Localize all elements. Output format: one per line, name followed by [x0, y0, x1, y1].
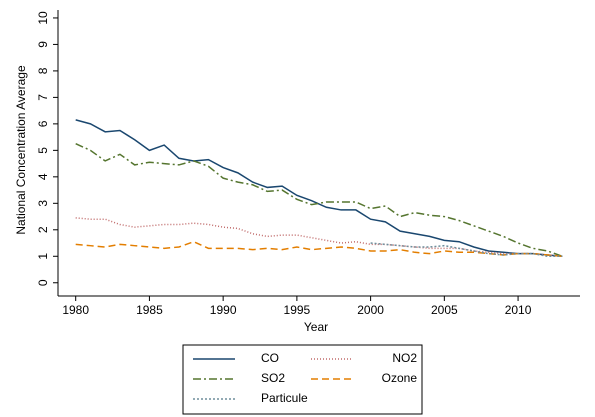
- y-tick-label: 10: [36, 11, 50, 25]
- x-tick-label: 2005: [431, 303, 458, 317]
- legend-label: CO: [261, 351, 279, 365]
- x-tick-label: 1985: [136, 303, 163, 317]
- y-tick-label: 1: [36, 253, 50, 260]
- y-tick-label: 4: [36, 173, 50, 180]
- legend-label: Ozone: [382, 371, 418, 385]
- y-tick-label: 7: [36, 94, 50, 101]
- legend-box: [182, 344, 423, 415]
- x-tick-label: 1995: [284, 303, 311, 317]
- line-series: [75, 143, 563, 257]
- line-series: [75, 240, 563, 258]
- y-tick-label: 2: [36, 226, 50, 233]
- x-tick-label: 2000: [357, 303, 384, 317]
- legend-label: SO2: [261, 371, 285, 385]
- legend-label: NO2: [392, 351, 417, 365]
- y-tick-label: 8: [36, 67, 50, 74]
- line-series: [75, 119, 563, 258]
- y-axis-title: National Concentration Average: [14, 65, 28, 235]
- line-series: [370, 242, 563, 258]
- legend-label: Particule: [261, 391, 308, 405]
- y-tick-label: 5: [36, 147, 50, 154]
- y-tick-label: 0: [36, 279, 50, 286]
- x-tick-label: 2010: [505, 303, 532, 317]
- line-series: [75, 217, 563, 258]
- y-tick-label: 9: [36, 41, 50, 48]
- y-tick-label: 3: [36, 200, 50, 207]
- x-tick-label: 1980: [62, 303, 89, 317]
- x-tick-label: 1990: [210, 303, 237, 317]
- y-tick-label: 6: [36, 120, 50, 127]
- x-axis-title: Year: [304, 320, 328, 334]
